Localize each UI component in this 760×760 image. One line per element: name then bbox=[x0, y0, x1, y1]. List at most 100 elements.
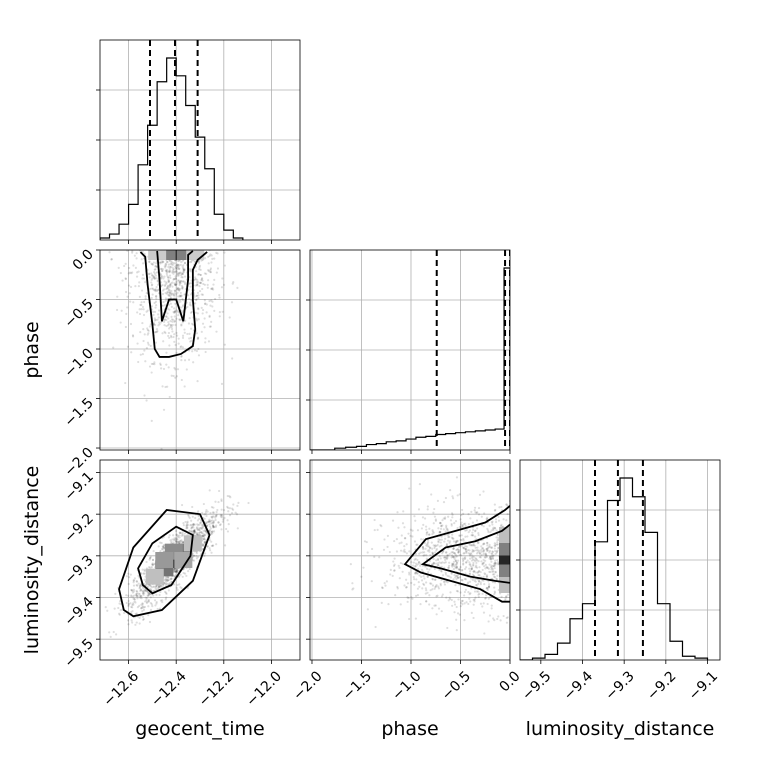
scatter-point bbox=[186, 244, 188, 246]
scatter-point bbox=[149, 566, 152, 569]
scatter-point bbox=[167, 263, 170, 266]
scatter-point bbox=[437, 564, 440, 567]
scatter-point bbox=[526, 541, 528, 543]
scatter-point bbox=[199, 521, 202, 525]
scatter-point bbox=[179, 282, 182, 285]
scatter-point bbox=[478, 552, 481, 555]
scatter-point bbox=[480, 550, 483, 553]
scatter-point bbox=[165, 268, 169, 271]
scatter-point bbox=[189, 261, 192, 264]
scatter-point bbox=[527, 551, 529, 553]
scatter-point bbox=[556, 560, 558, 562]
scatter-point bbox=[349, 563, 352, 566]
scatter-point bbox=[175, 268, 178, 271]
scatter-point bbox=[175, 245, 177, 247]
scatter-point bbox=[164, 148, 166, 150]
scatter-point bbox=[473, 530, 477, 533]
scatter-point bbox=[188, 337, 191, 340]
scatter-point bbox=[124, 262, 127, 265]
scatter-point bbox=[458, 553, 461, 557]
scatter-point bbox=[161, 261, 164, 264]
scatter-point bbox=[471, 548, 474, 552]
scatter-point bbox=[181, 298, 184, 301]
scatter-point bbox=[180, 274, 183, 277]
scatter-point bbox=[209, 267, 213, 270]
scatter-point bbox=[568, 538, 570, 540]
scatter-point bbox=[173, 320, 176, 323]
scatter-point bbox=[522, 575, 524, 577]
scatter-point bbox=[223, 251, 226, 254]
scatter-point bbox=[172, 268, 175, 272]
scatter-point bbox=[165, 236, 167, 238]
scatter-point bbox=[475, 552, 479, 555]
scatter-point bbox=[129, 322, 133, 326]
scatter-point bbox=[213, 242, 215, 244]
scatter-point bbox=[145, 600, 149, 603]
scatter-point bbox=[131, 250, 134, 253]
scatter-point bbox=[176, 267, 179, 270]
scatter-point bbox=[484, 556, 487, 559]
scatter-point bbox=[444, 537, 447, 540]
scatter-point bbox=[492, 526, 495, 529]
scatter-point bbox=[502, 614, 505, 618]
scatter-point bbox=[432, 562, 435, 565]
scatter-point bbox=[167, 589, 170, 592]
scatter-point bbox=[442, 528, 445, 531]
scatter-point bbox=[197, 260, 201, 263]
scatter-point bbox=[423, 565, 427, 568]
scatter-point bbox=[383, 538, 386, 541]
scatter-point bbox=[516, 588, 518, 590]
scatter-point bbox=[488, 614, 492, 617]
scatter-point bbox=[172, 374, 175, 378]
scatter-point bbox=[159, 584, 163, 587]
scatter-point bbox=[451, 550, 454, 554]
scatter-point bbox=[455, 561, 458, 565]
scatter-point bbox=[214, 515, 217, 518]
scatter-point bbox=[126, 295, 129, 298]
scatter-point bbox=[162, 547, 165, 550]
scatter-point bbox=[463, 557, 466, 560]
scatter-point bbox=[137, 285, 141, 288]
scatter-point bbox=[442, 556, 446, 559]
scatter-point bbox=[426, 542, 429, 545]
scatter-point bbox=[180, 345, 183, 348]
scatter-point bbox=[168, 291, 172, 294]
scatter-point bbox=[170, 241, 172, 243]
scatter-point bbox=[194, 302, 197, 305]
scatter-point bbox=[161, 208, 163, 210]
scatter-point bbox=[207, 223, 209, 225]
scatter-point bbox=[178, 280, 182, 284]
scatter-point bbox=[132, 246, 134, 248]
scatter-point bbox=[180, 238, 182, 240]
scatter-point bbox=[165, 578, 168, 582]
scatter-point bbox=[436, 594, 439, 597]
scatter-point bbox=[203, 299, 206, 302]
scatter-point bbox=[481, 592, 484, 595]
scatter-point bbox=[573, 549, 575, 551]
scatter-point bbox=[416, 543, 419, 546]
scatter-point bbox=[475, 583, 478, 587]
scatter-point bbox=[155, 584, 158, 588]
scatter-point bbox=[542, 550, 544, 552]
scatter-point bbox=[150, 278, 153, 282]
scatter-point bbox=[154, 268, 157, 271]
scatter-point bbox=[162, 202, 164, 204]
scatter-point bbox=[172, 230, 174, 232]
scatter-point bbox=[413, 540, 417, 543]
scatter-point bbox=[202, 534, 205, 537]
scatter-point bbox=[159, 541, 162, 544]
scatter-point bbox=[189, 208, 191, 210]
scatter-point bbox=[175, 351, 178, 355]
scatter-point bbox=[138, 243, 140, 245]
scatter-point bbox=[149, 287, 152, 291]
scatter-point bbox=[482, 549, 485, 552]
scatter-point bbox=[160, 261, 163, 264]
scatter-point bbox=[181, 575, 184, 578]
scatter-point bbox=[226, 494, 229, 498]
scatter-point bbox=[448, 561, 451, 564]
scatter-point bbox=[521, 588, 523, 590]
scatter-point bbox=[212, 506, 215, 509]
scatter-point bbox=[172, 318, 175, 321]
scatter-point bbox=[478, 569, 481, 573]
scatter-point bbox=[461, 599, 464, 602]
